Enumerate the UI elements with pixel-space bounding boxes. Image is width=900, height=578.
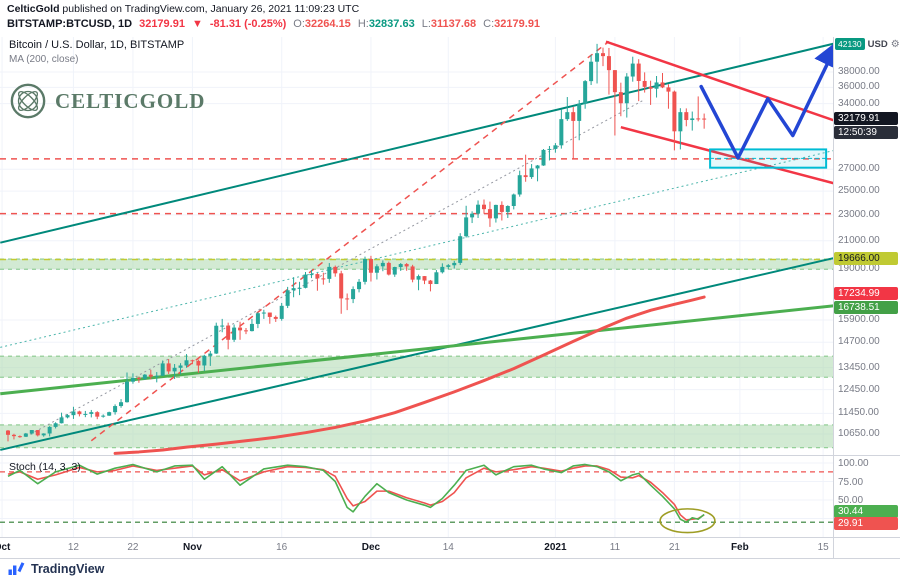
- price-axis[interactable]: [833, 35, 900, 537]
- celtic-knot-icon: [10, 83, 46, 119]
- stoch-highlight-ellipse[interactable]: [659, 508, 716, 534]
- projection-arrow[interactable]: [699, 39, 837, 160]
- trendline-wedge-upper[interactable]: [605, 40, 838, 122]
- author-name: CelticGold: [7, 3, 60, 15]
- stoch-pane: [0, 462, 833, 534]
- candles: [6, 43, 707, 442]
- support-zone[interactable]: [0, 424, 833, 448]
- stoch-d-line: [7, 465, 705, 521]
- trendline-support-green[interactable]: [0, 304, 838, 396]
- ohlc-values: O:32264.15 H:32837.63 L:31137.68 C:32179.91: [293, 18, 540, 30]
- ma200-line[interactable]: [113, 295, 706, 455]
- celticgold-logo: CELTICGOLD: [9, 82, 205, 120]
- tradingview-wordmark[interactable]: TradingView: [31, 561, 105, 576]
- ohlc-item: L:31137.68: [421, 18, 477, 30]
- tradingview-logo-icon: [8, 562, 25, 575]
- publication-header: CelticGold published on TradingView.com,…: [0, 0, 900, 37]
- byline: CelticGold published on TradingView.com,…: [7, 3, 900, 15]
- trendline-wedge-lower[interactable]: [620, 125, 838, 185]
- chart-legend: Bitcoin / U.S. Dollar, 1D, BITSTAMP MA (…: [9, 39, 184, 65]
- pane-separators: [0, 35, 900, 558]
- last-price: 32179.91: [139, 18, 185, 30]
- ohlc-item: C:32179.91: [483, 18, 541, 30]
- gear-icon[interactable]: ⚙: [890, 38, 900, 50]
- channel-top-price-badge: 42130: [835, 38, 865, 50]
- celticgold-wordmark: CELTICGOLD: [55, 88, 206, 113]
- stoch-k-line: [7, 463, 705, 524]
- price-change: -81.31 (-0.25%): [209, 18, 287, 30]
- byline-text: published on TradingView.com, January 26…: [59, 3, 360, 15]
- symbol-ohlc-row: BITSTAMP:BTCUSD, 1D 32179.91 ▼ -81.31 (-…: [7, 18, 900, 30]
- price-scale-currency[interactable]: USD: [867, 38, 888, 50]
- ohlc-item: H:32837.63: [357, 18, 415, 30]
- trendline-uptrend-red-dashed[interactable]: [90, 40, 610, 442]
- trendline-channel-mid-dotted[interactable]: [0, 150, 838, 348]
- time-axis[interactable]: [0, 538, 833, 558]
- main-pane: [0, 39, 838, 455]
- support-zone[interactable]: [0, 258, 833, 270]
- price-scale-header: 42130 USD ⚙: [835, 38, 900, 50]
- trendline-channel-lower[interactable]: [0, 257, 838, 451]
- trendline-channel-upper[interactable]: [0, 42, 838, 244]
- support-zone[interactable]: [0, 356, 833, 378]
- footer-bar: TradingView: [0, 558, 900, 578]
- legend-indicator-ma200[interactable]: MA (200, close): [9, 54, 79, 65]
- legend-title[interactable]: Bitcoin / U.S. Dollar, 1D, BITSTAMP: [9, 39, 185, 51]
- stoch-indicator-title[interactable]: Stoch (14, 3, 3): [9, 461, 81, 473]
- change-direction-icon: ▼: [191, 18, 203, 30]
- ohlc-item: O:32264.15: [293, 18, 351, 30]
- symbol-name[interactable]: BITSTAMP:BTCUSD, 1D: [7, 18, 133, 30]
